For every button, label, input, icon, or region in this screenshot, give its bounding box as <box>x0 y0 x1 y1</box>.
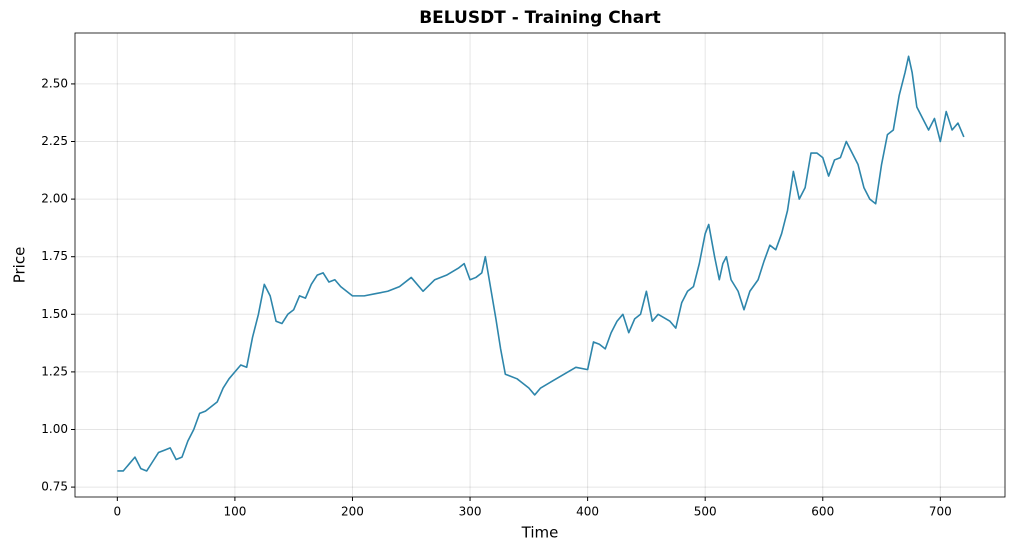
x-tick-label: 600 <box>811 505 834 519</box>
y-tick-label: 2.25 <box>41 134 68 148</box>
chart-title: BELUSDT - Training Chart <box>419 8 661 28</box>
price-line <box>117 55 965 472</box>
x-tick-label: 100 <box>223 505 246 519</box>
y-tick-label: 1.00 <box>41 422 68 436</box>
x-tick-label: 0 <box>114 505 122 519</box>
y-tick-label: 2.00 <box>41 192 68 206</box>
y-tick-label: 0.75 <box>41 480 68 494</box>
x-axis-label: Time <box>521 524 559 542</box>
y-tick-label: 1.50 <box>41 307 68 321</box>
x-tick-label: 700 <box>929 505 952 519</box>
x-tick-label: 500 <box>694 505 717 519</box>
x-tick-label: 400 <box>576 505 599 519</box>
plot-frame <box>74 32 1006 498</box>
y-tick-label: 2.50 <box>41 76 68 90</box>
x-tick-label: 200 <box>341 505 364 519</box>
y-tick-label: 1.25 <box>41 364 68 378</box>
y-axis-label: Price <box>11 247 29 284</box>
y-tick-label: 1.75 <box>41 249 68 263</box>
x-tick-label: 300 <box>459 505 482 519</box>
